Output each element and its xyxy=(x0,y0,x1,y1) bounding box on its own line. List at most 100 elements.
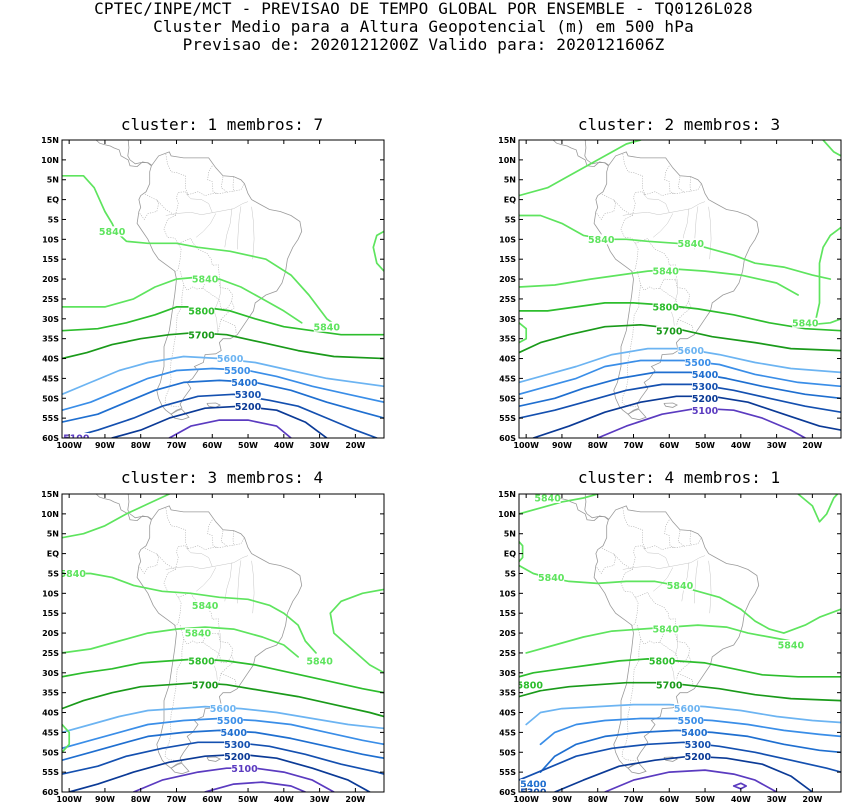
map-panel-1: 5840 5840 5840 5800 5700 56005500540053005200… xyxy=(41,136,385,450)
contour-label: 5840 xyxy=(678,239,705,250)
coastline-segment xyxy=(552,140,609,168)
map-frame xyxy=(518,139,842,439)
lat-label: 35S xyxy=(42,689,59,698)
contour-label-bg xyxy=(692,405,719,416)
lon-label: 60W xyxy=(202,795,222,803)
panel-title-4: cluster: 4 membros: 1 xyxy=(577,468,781,487)
lat-label: 35S xyxy=(499,335,516,344)
coastline-segment xyxy=(584,140,609,166)
south-america-coastline xyxy=(593,151,760,415)
lat-label: 50S xyxy=(42,748,59,757)
contour-label: 5840 xyxy=(192,601,219,612)
contour-label: 5840 xyxy=(534,494,561,505)
lat-label: 20S xyxy=(42,629,59,638)
river-line xyxy=(237,206,242,250)
lat-label: 5N xyxy=(504,530,516,539)
lat-label: 30S xyxy=(499,315,516,324)
lat-label: 50S xyxy=(499,748,516,757)
contour-5840 xyxy=(807,226,841,326)
panel-title-1: cluster: 1 membros: 7 xyxy=(120,115,324,134)
contour-5200 xyxy=(111,405,328,438)
contour-label: 5100 xyxy=(63,434,90,445)
contour-label-bg xyxy=(520,787,547,792)
contour-5300 xyxy=(519,741,841,781)
contour-label-bg xyxy=(667,580,693,591)
panel-title-2: cluster: 2 membros: 3 xyxy=(577,115,781,134)
contour-5400 xyxy=(519,371,841,408)
lat-label: EQ xyxy=(504,196,516,205)
lat-label: 55S xyxy=(499,768,516,777)
contour-label-bg xyxy=(224,751,251,762)
lat-label: 35S xyxy=(42,335,59,344)
lat-label: 45S xyxy=(42,728,59,737)
lat-label: 40S xyxy=(499,355,516,364)
lat-label: 5N xyxy=(504,176,516,185)
contour-label-bg xyxy=(220,727,247,738)
coastline-segment xyxy=(627,409,647,421)
lon-label: 80W xyxy=(588,441,608,450)
coastline-segment xyxy=(584,494,609,520)
contour-5300 xyxy=(68,393,378,438)
river-line xyxy=(165,555,249,570)
lon-label: 40W xyxy=(274,795,294,803)
lon-label: 20W xyxy=(345,795,365,803)
contour-label-bg xyxy=(534,494,561,503)
contour-label: 5300 xyxy=(224,740,251,751)
header-line-3: Previsao de: 2020121200Z Valido para: 20… xyxy=(182,35,665,54)
contour-label-bg xyxy=(684,357,711,368)
river-line xyxy=(185,193,213,213)
lat-label: 60S xyxy=(42,788,59,797)
contour-label: 5100 xyxy=(231,764,258,775)
contour-label-bg xyxy=(235,401,262,412)
lat-label: 45S xyxy=(499,728,516,737)
river-line xyxy=(213,279,221,334)
country-border xyxy=(664,519,675,548)
country-border xyxy=(187,183,245,196)
contour-label: 5600 xyxy=(217,354,244,365)
lat-label: 25S xyxy=(499,649,516,658)
lat-label: 10N xyxy=(498,510,516,519)
map-area: 5840 5840 5840 5840 5800 5700 5600550054005300… xyxy=(62,494,384,792)
contour-label: 5500 xyxy=(685,358,712,369)
contour-5500 xyxy=(519,359,841,396)
country-border xyxy=(232,530,234,546)
lat-label: EQ xyxy=(504,550,516,559)
lat-label: 5S xyxy=(505,569,517,578)
contour-label: 5500 xyxy=(217,716,244,727)
contour-label: 5700 xyxy=(656,680,683,691)
lon-label: 20W xyxy=(802,441,822,450)
contour-5840 xyxy=(519,140,642,197)
contour-5840 xyxy=(519,564,841,634)
contour-5840 xyxy=(519,494,599,515)
country-border xyxy=(220,319,237,334)
contour-label-bg xyxy=(63,433,90,438)
contour-label: 5840 xyxy=(192,275,219,286)
contour-label: 5500 xyxy=(224,366,251,377)
lat-label: 30S xyxy=(42,669,59,678)
country-border xyxy=(644,537,702,550)
lon-label: 40W xyxy=(731,795,751,803)
lat-label: 25S xyxy=(42,649,59,658)
contour-5840 xyxy=(519,214,832,280)
lat-label: 25S xyxy=(499,295,516,304)
country-border xyxy=(677,319,694,334)
contour-label: 5840 xyxy=(306,656,333,667)
contour-5400 xyxy=(62,729,384,762)
contour-5600 xyxy=(519,347,841,384)
lat-label: 55S xyxy=(42,768,59,777)
contour-5300 xyxy=(519,383,841,419)
contour-label: 5700 xyxy=(188,330,215,341)
lat-label: 40S xyxy=(42,709,59,718)
contour-5800 xyxy=(519,658,841,678)
river-line xyxy=(653,213,674,238)
contour-5100 xyxy=(168,419,292,438)
lon-label: 60W xyxy=(659,795,679,803)
country-border xyxy=(622,153,646,195)
lon-label: 70W xyxy=(167,441,187,450)
lon-label: 30W xyxy=(767,795,787,803)
contour-label: 5200 xyxy=(224,752,251,763)
country-border xyxy=(689,530,691,546)
contour-label: 5300 xyxy=(520,788,547,799)
lat-label: 55S xyxy=(499,414,516,423)
contour-label: 5800 xyxy=(649,656,676,667)
